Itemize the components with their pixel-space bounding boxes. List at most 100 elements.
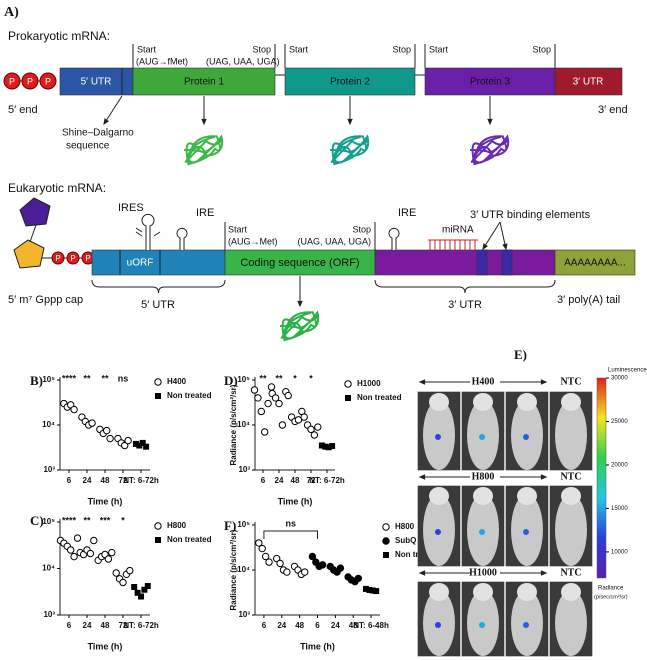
- point: [362, 585, 369, 592]
- phosphate: [51, 251, 65, 265]
- label: Start: [228, 224, 248, 234]
- colorbar-caption: Radiance: [598, 586, 624, 592]
- stem-loop: [141, 213, 155, 250]
- protein: [329, 134, 370, 166]
- point: [310, 431, 319, 439]
- arrow: [482, 221, 501, 250]
- significance: ns: [285, 518, 296, 528]
- point: [272, 554, 281, 563]
- mouse-head: [429, 393, 449, 411]
- control-label: NTC: [560, 471, 581, 482]
- x-tick-label: 72: [119, 621, 128, 630]
- label: Eukaryotic mRNA:: [8, 181, 106, 195]
- label: Stop: [392, 44, 411, 54]
- label: Prokaryotic mRNA:: [8, 29, 110, 43]
- label: P: [55, 254, 60, 263]
- point: [283, 568, 291, 576]
- point: [254, 394, 262, 402]
- stem-loop: [176, 228, 188, 250]
- x-tick-label: 72: [307, 476, 316, 485]
- panel-label: F): [224, 518, 236, 533]
- point: [108, 548, 116, 557]
- row-label: H400: [472, 376, 495, 387]
- significance: ****: [62, 373, 77, 383]
- label: Start: [429, 44, 449, 54]
- phosphate: [66, 251, 80, 265]
- y-axis-label: Radiance (p/s/cm²/sr): [229, 384, 238, 465]
- protein: [279, 310, 320, 342]
- signal: [523, 529, 529, 535]
- y-tick-label: 10⁴: [42, 564, 55, 573]
- label: 5′ end: [8, 104, 38, 116]
- label: miRNA: [442, 225, 474, 236]
- label: P: [85, 254, 90, 263]
- label: P: [27, 76, 33, 86]
- phosphate: [21, 72, 39, 90]
- label: IRE: [196, 207, 214, 219]
- arrow-head: [540, 474, 548, 480]
- x-tick-label: 48: [349, 621, 358, 630]
- x-tick-label: NT: 6-72h: [123, 476, 159, 485]
- mouse-head: [473, 393, 493, 411]
- label: Start: [137, 44, 157, 54]
- point: [124, 436, 132, 445]
- signal: [435, 434, 441, 440]
- colorbar: [596, 377, 607, 579]
- point: [155, 393, 161, 399]
- label: 3′ UTR binding elements: [470, 209, 591, 221]
- legend-label: Non treated: [167, 535, 212, 544]
- arrow-head: [103, 118, 110, 126]
- uorf-box: [119, 250, 161, 275]
- point: [318, 561, 327, 569]
- point: [344, 380, 352, 388]
- legend-label: Non treated: [167, 391, 212, 400]
- point: [143, 443, 150, 450]
- signal: [479, 622, 485, 628]
- significance: ns: [118, 373, 129, 383]
- panel-label: E): [514, 347, 527, 362]
- legend-label: H1000: [357, 379, 381, 388]
- x-tick-label: 24: [83, 621, 92, 630]
- mouse-head: [429, 487, 449, 505]
- mouse-head: [517, 393, 537, 411]
- x-tick-label: 24: [275, 476, 284, 485]
- point: [261, 428, 269, 436]
- label: (UAG, UAA, UGA): [297, 236, 371, 246]
- label: Stop: [252, 44, 271, 54]
- point: [336, 564, 345, 572]
- x-tick-label: NT: 6-48h: [353, 621, 389, 630]
- mirna: [428, 239, 478, 250]
- phosphate: [39, 72, 57, 90]
- point: [106, 434, 114, 443]
- segment: [554, 67, 623, 96]
- point: [264, 399, 272, 408]
- x-axis-label: Time (h): [278, 496, 313, 506]
- binding-element: [476, 249, 488, 276]
- point: [382, 523, 390, 531]
- mouse-body: [555, 590, 587, 656]
- signal: [479, 434, 485, 440]
- codon-line: [224, 222, 376, 250]
- point: [258, 544, 266, 553]
- point: [255, 539, 263, 547]
- significance: *: [121, 515, 125, 525]
- panel-label: D): [224, 373, 238, 388]
- arrow-head: [418, 474, 426, 480]
- colorbar-title: Luminescence: [608, 368, 647, 374]
- y-tick-label: 10⁴: [42, 420, 55, 429]
- y-tick-label: 10⁵: [237, 520, 250, 529]
- segment: [554, 249, 636, 276]
- segment: [59, 67, 134, 96]
- legend-label: SubQ: [395, 536, 416, 545]
- x-tick-label: 24: [331, 621, 340, 630]
- x-tick-label: 6: [262, 621, 267, 630]
- label: IRES: [118, 202, 144, 214]
- point: [257, 407, 265, 416]
- point: [314, 423, 322, 431]
- y-tick-label: 10³: [43, 465, 55, 474]
- y-axis-label: Radiance (p/s/cm²/sr): [229, 529, 238, 610]
- colorbar-tick-label: 10000: [611, 549, 628, 555]
- arrow-head: [540, 570, 548, 576]
- arrow-head: [297, 300, 303, 308]
- mouse-body: [555, 400, 587, 470]
